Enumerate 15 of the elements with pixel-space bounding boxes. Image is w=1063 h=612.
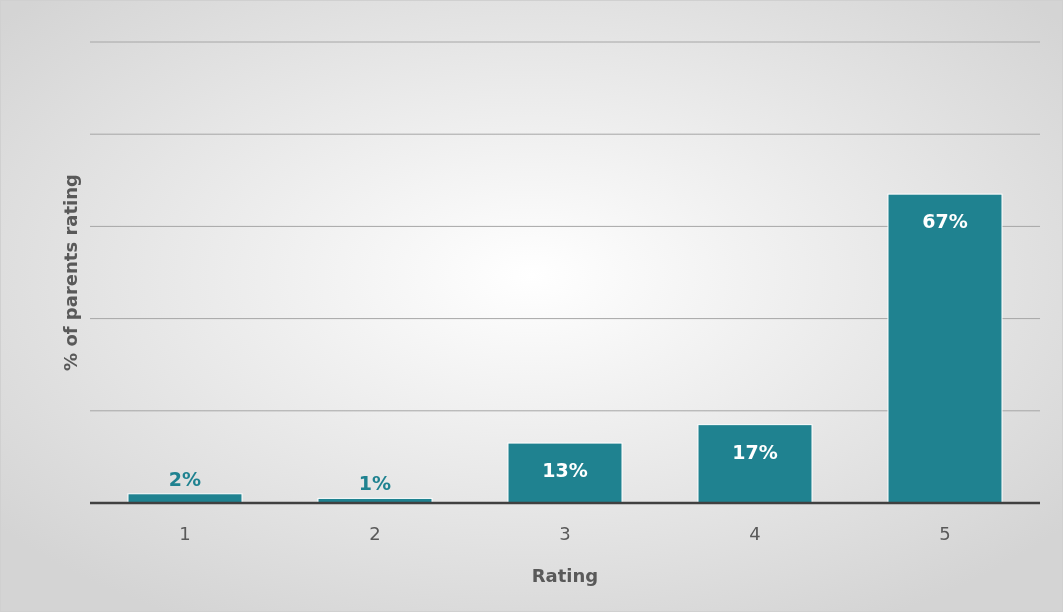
data-label: 1% <box>358 472 392 495</box>
bar <box>507 442 623 504</box>
x-tick-label: 2 <box>369 523 381 544</box>
data-label: 2% <box>168 467 202 490</box>
x-tick-label: 1 <box>179 523 191 544</box>
data-label: 13% <box>542 459 588 482</box>
data-label: 67% <box>922 210 968 233</box>
data-label: 17% <box>732 440 778 463</box>
bar <box>887 193 1003 504</box>
bar <box>697 424 813 504</box>
x-tick-label: 4 <box>749 523 761 544</box>
y-axis-title: % of parents rating <box>60 174 81 371</box>
x-tick-label: 5 <box>939 523 951 544</box>
x-tick-label: 3 <box>559 523 571 544</box>
x-axis-title: Rating <box>531 565 599 586</box>
